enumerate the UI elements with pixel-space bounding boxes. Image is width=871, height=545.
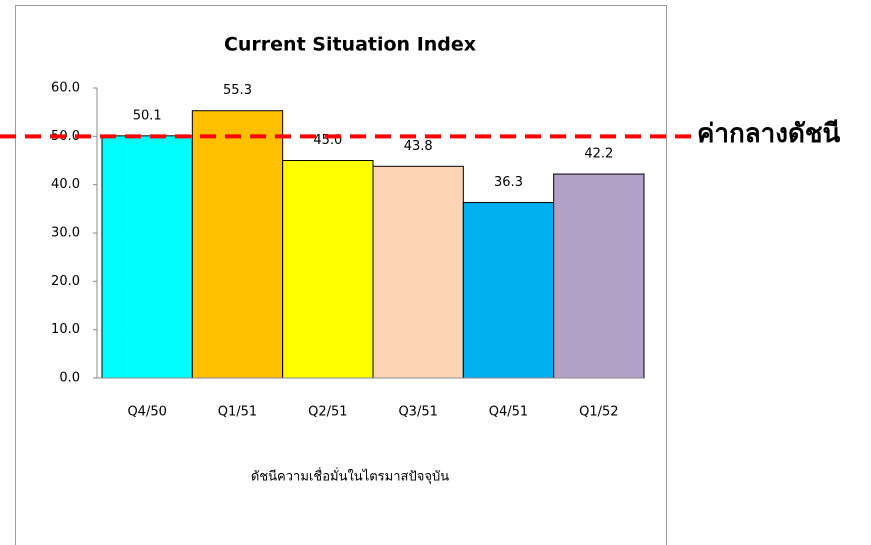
reference-label: ค่ากลางดัชนี <box>697 119 840 149</box>
bar <box>191 110 284 379</box>
value-label: 42.2 <box>584 147 613 162</box>
x-axis-label: ดัชนีความเชื่อมั่นในไตรมาสปัจจุบัน <box>251 468 449 485</box>
value-label: 43.8 <box>404 139 433 154</box>
y-tick-label: 40.0 <box>51 177 80 192</box>
bar <box>462 202 555 379</box>
x-tick-label: Q1/51 <box>218 405 257 420</box>
chart-title: Current Situation Index <box>224 34 476 56</box>
bar <box>282 160 374 379</box>
value-label: 50.1 <box>133 108 162 123</box>
y-tick-label: 20.0 <box>51 274 80 289</box>
x-tick-label: Q1/52 <box>579 405 618 420</box>
bar <box>553 173 645 379</box>
y-tick-label: 30.0 <box>51 226 80 241</box>
y-tick-label: 10.0 <box>51 322 80 337</box>
y-tick-label: 60.0 <box>51 81 80 96</box>
x-tick-label: Q4/51 <box>489 405 528 420</box>
x-tick-label: Q3/51 <box>398 405 437 420</box>
value-label: 36.3 <box>494 175 523 190</box>
bar <box>372 165 464 379</box>
bar <box>101 135 193 379</box>
y-tick-label: 0.0 <box>59 371 80 386</box>
x-tick-label: Q4/50 <box>127 405 166 420</box>
value-label: 55.3 <box>223 83 252 98</box>
x-tick-label: Q2/51 <box>308 405 347 420</box>
